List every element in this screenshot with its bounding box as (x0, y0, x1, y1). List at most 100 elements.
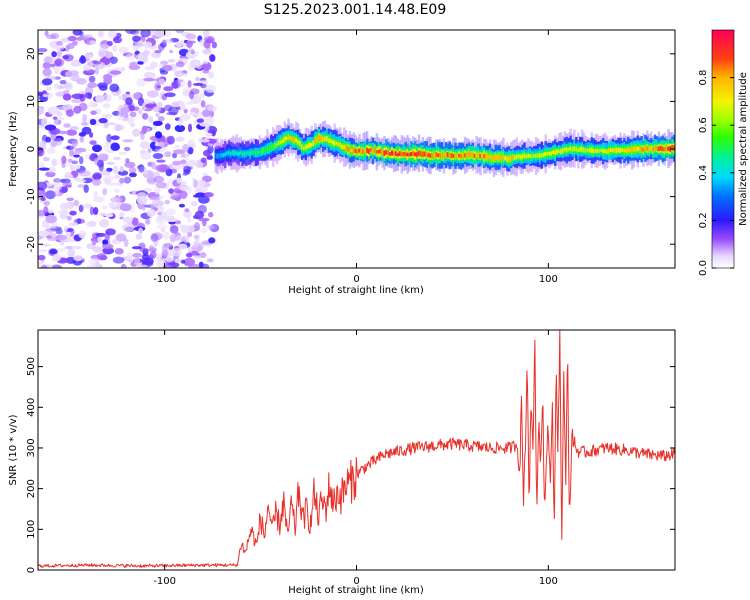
noise-blob (187, 216, 192, 223)
spectral-cell (636, 146, 639, 152)
noise-blob (114, 248, 124, 255)
noise-blob (89, 118, 97, 126)
spectral-cell (431, 153, 434, 159)
noise-blob (187, 147, 194, 155)
noise-blob (61, 155, 67, 164)
noise-blob (43, 201, 50, 206)
noise-blob (38, 124, 45, 129)
noise-blob (66, 215, 72, 221)
noise-blob (51, 264, 62, 268)
spectral-cell (429, 153, 432, 158)
spectral-cell (239, 150, 242, 155)
spectral-cell (254, 150, 258, 155)
noise-blob (162, 64, 173, 72)
noise-blob (199, 122, 209, 127)
noise-blob (114, 124, 122, 132)
noise-blob (156, 224, 168, 230)
spectral-cell (354, 148, 357, 154)
noise-blob (92, 144, 102, 153)
spectral-cell (377, 149, 380, 154)
spectral-cell (613, 148, 616, 152)
spectral-cell (391, 150, 394, 156)
noise-blob (45, 182, 53, 187)
noise-blob (157, 116, 165, 122)
noise-blob (73, 105, 82, 114)
noise-blob (187, 48, 195, 54)
spectral-cell (629, 147, 632, 153)
noise-blob (123, 146, 131, 152)
noise-blob (93, 207, 99, 215)
noise-blob (175, 220, 182, 225)
spectral-cell (408, 152, 411, 157)
noise-blob (38, 48, 48, 53)
spectral-cell (375, 150, 378, 154)
noise-blob (178, 203, 185, 208)
noise-blob (41, 264, 48, 268)
spectral-cell (536, 153, 540, 158)
spectral-cell (496, 155, 499, 161)
snr-panel: -100 0 100 0 100 200 300 400 500 Height of strai… (8, 329, 676, 596)
noise-blob (141, 257, 154, 266)
noise-blob (156, 101, 163, 108)
spectral-cell (598, 149, 601, 153)
spectral-cell (339, 142, 342, 148)
spectral-cell (615, 147, 618, 154)
spectral-cell (289, 136, 292, 140)
noise-blob (83, 65, 91, 71)
noise-blob (45, 214, 57, 224)
noise-blob (81, 126, 92, 135)
noise-blob (191, 144, 197, 148)
spectral-cell (318, 135, 321, 141)
noise-blob (38, 230, 50, 237)
spectral-cell (502, 155, 505, 160)
noise-blob (183, 235, 189, 244)
spectral-cell (362, 149, 365, 155)
noise-blob (86, 40, 91, 45)
spectral-cell (410, 152, 413, 157)
noise-blob (113, 188, 120, 193)
noise-blob (106, 167, 113, 172)
spectral-cell (506, 156, 509, 162)
noise-blob (119, 212, 125, 218)
noise-blob (198, 195, 210, 204)
noise-blob (107, 30, 118, 39)
noise-blob (123, 176, 132, 184)
y-tick-label: 10 (26, 95, 37, 108)
spectral-cell (529, 154, 532, 158)
spectral-cell (627, 148, 630, 153)
snr-series-line (38, 330, 675, 568)
noise-blob (183, 210, 192, 218)
spectral-cell (577, 148, 580, 152)
spectral-cell (414, 152, 417, 157)
spectral-cell (256, 150, 259, 155)
noise-blob (206, 224, 215, 230)
noise-blob (69, 210, 77, 216)
spectral-cell (661, 146, 664, 152)
noise-blob (41, 117, 48, 126)
spectral-cell (281, 139, 284, 144)
noise-blob (119, 165, 124, 173)
noise-blob (132, 128, 141, 137)
noise-blob (154, 82, 162, 91)
noise-blob (43, 56, 53, 64)
noise-blob (38, 181, 48, 191)
spectrogram-ylabel: Frequency (Hz) (8, 111, 19, 187)
noise-blob (143, 71, 156, 78)
spectral-cell (638, 146, 641, 151)
spectral-cell (548, 151, 551, 156)
spectral-cell (488, 154, 492, 159)
noise-blob (45, 86, 52, 91)
spectral-cell (389, 152, 392, 156)
noise-blob (92, 174, 98, 180)
noise-blob (88, 75, 96, 83)
noise-blob (99, 84, 108, 91)
spectral-cell (525, 154, 528, 159)
noise-blob (110, 196, 123, 203)
noise-blob (65, 45, 70, 52)
colorbar-ticks: 0.0 0.2 0.4 0.6 0.8 (698, 70, 734, 276)
noise-blob (126, 252, 133, 260)
noise-blob (119, 203, 132, 212)
spectral-cell (440, 153, 444, 158)
spectral-cell (437, 153, 440, 157)
